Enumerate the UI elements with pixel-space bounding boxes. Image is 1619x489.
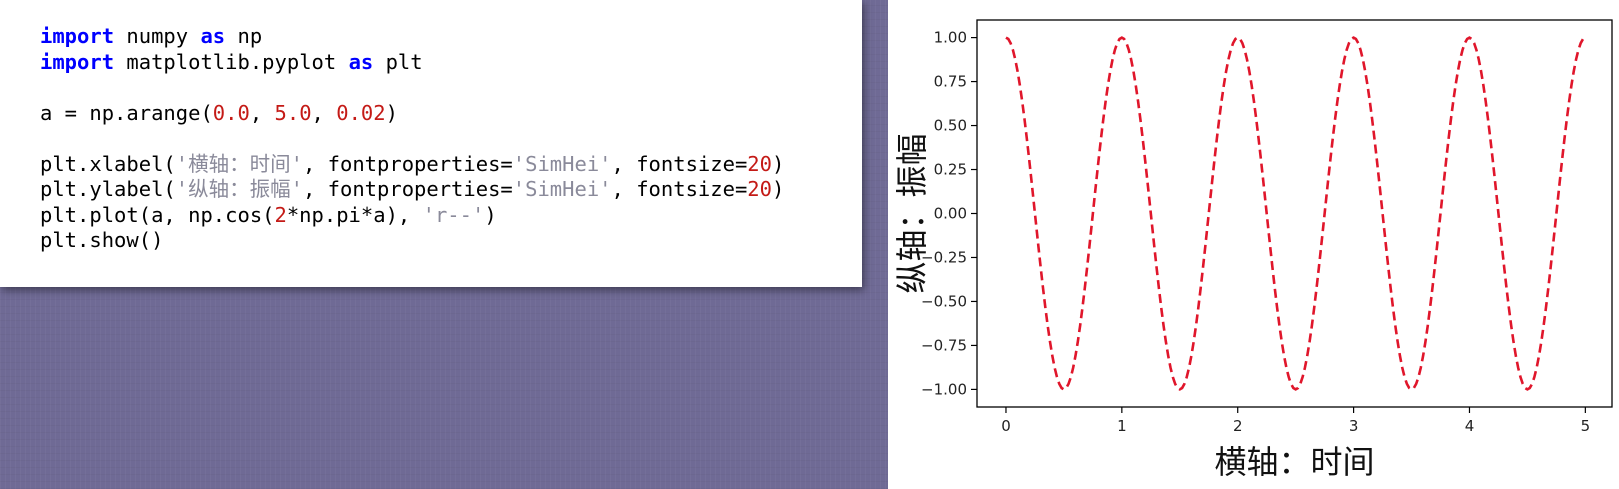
- code-token: , fontsize=: [611, 151, 748, 176]
- code-line: import numpy as np: [40, 24, 862, 50]
- code-token: , fontsize=: [611, 177, 748, 201]
- code-block: import numpy as np import matplotlib.pypl…: [40, 24, 862, 254]
- code-token: plt.plot(a, np.cos(: [40, 202, 275, 227]
- y-axis-title: 纵轴：振幅: [893, 133, 931, 293]
- series-line-cos: [1005, 36, 1585, 391]
- code-token: 2: [274, 202, 287, 227]
- x-axis-title: 横轴：时间: [1214, 443, 1374, 481]
- code-token: np: [225, 24, 263, 48]
- code-token: '横轴：时间': [175, 151, 303, 176]
- code-token: plt.xlabel(: [40, 151, 176, 176]
- code-token: numpy: [114, 24, 201, 48]
- code-token: as: [348, 49, 374, 74]
- y-tick-label: 0.50: [934, 117, 967, 135]
- code-line: plt.ylabel('纵轴：振幅', fontproperties='SimH…: [40, 177, 862, 203]
- code-token: a = np.arange(: [40, 100, 213, 125]
- code-token: '纵轴：振幅': [175, 177, 303, 201]
- code-token: 'r--': [422, 202, 485, 227]
- x-tick-label: 4: [1465, 417, 1475, 435]
- y-tick-label: 0.00: [934, 205, 967, 223]
- code-line: a = np.arange(0.0, 5.0, 0.02): [40, 101, 862, 127]
- code-token: ,: [311, 100, 337, 125]
- code-token: ): [771, 151, 785, 176]
- code-token: , fontproperties=: [302, 177, 513, 201]
- code-token: 0.0: [212, 100, 250, 125]
- code-line: plt.show(): [40, 228, 862, 254]
- code-token: plt.ylabel(: [40, 177, 176, 201]
- code-token: 20: [747, 151, 772, 176]
- code-line: [40, 75, 862, 101]
- x-tick-label: 3: [1349, 417, 1359, 435]
- code-token: 20: [747, 177, 772, 201]
- code-token: plt.show(): [40, 228, 164, 252]
- code-token: import: [40, 49, 115, 74]
- y-tick-label: 0.25: [934, 161, 967, 179]
- code-line: plt.plot(a, np.cos(2*np.pi*a), 'r--'): [40, 203, 862, 229]
- code-token: import: [40, 24, 115, 48]
- y-tick-label: −1.00: [921, 380, 967, 398]
- y-tick-label: −0.50: [921, 292, 967, 310]
- x-tick-label: 1: [1117, 417, 1127, 435]
- code-token: ,: [249, 100, 275, 125]
- code-token: , fontproperties=: [302, 151, 513, 176]
- chart-svg: 1.00 0.75 0.50 0.25 0.00 −0.25 −0.50 −0.75 −1.00…: [893, 19, 1613, 481]
- code-token: as: [200, 24, 226, 48]
- code-token: ): [385, 100, 398, 125]
- code-token: matplotlib.pyplot: [114, 49, 349, 74]
- code-token: *np.pi*a),: [286, 202, 423, 227]
- chart-panel: 1.00 0.75 0.50 0.25 0.00 −0.25 −0.50 −0.75 −1.00…: [888, 0, 1619, 489]
- y-ticks: 1.00 0.75 0.50 0.25 0.00 −0.25 −0.50 −0.75 −1.00: [921, 29, 977, 398]
- code-token: 0.02: [336, 100, 386, 125]
- code-token: 5.0: [274, 100, 312, 125]
- code-line: import matplotlib.pyplot as plt: [40, 50, 862, 76]
- code-line: [40, 126, 862, 152]
- y-tick-label: −0.75: [921, 336, 967, 354]
- y-tick-label: 0.75: [934, 73, 967, 91]
- code-panel: import numpy as np import matplotlib.pypl…: [0, 0, 862, 287]
- code-token: plt: [373, 49, 423, 74]
- plot-frame: [976, 19, 1613, 408]
- code-line: plt.xlabel('横轴：时间', fontproperties='SimH…: [40, 152, 862, 178]
- code-token: ): [771, 177, 785, 201]
- y-tick-label: −0.25: [921, 248, 967, 266]
- code-token: 'SimHei': [512, 177, 612, 201]
- code-token: 'SimHei': [512, 151, 612, 176]
- x-ticks: 0 1 2 3 4 5: [1001, 407, 1590, 435]
- x-tick-label: 0: [1001, 417, 1011, 435]
- x-tick-label: 2: [1233, 417, 1243, 435]
- x-tick-label: 5: [1581, 417, 1591, 435]
- code-token: ): [484, 202, 497, 227]
- y-tick-label: 1.00: [934, 29, 967, 47]
